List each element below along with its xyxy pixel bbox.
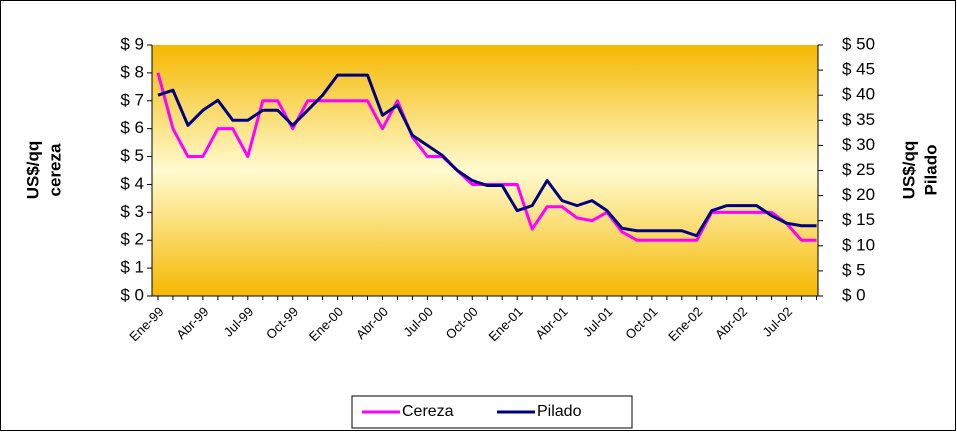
y-tick-label: $ 8 bbox=[120, 62, 144, 81]
legend-label: Pilado bbox=[537, 403, 582, 420]
y2-tick-label: $ 0 bbox=[842, 285, 866, 304]
y2-tick-label: $ 45 bbox=[842, 60, 875, 79]
y2-tick-label: $ 35 bbox=[842, 110, 875, 129]
y-axis-title: US$/qq bbox=[23, 141, 42, 200]
y-tick-label: $ 0 bbox=[120, 285, 144, 304]
y2-tick-label: $ 50 bbox=[842, 34, 875, 53]
y2-axis-title: Pilado bbox=[921, 144, 940, 195]
y-tick-label: $ 6 bbox=[120, 118, 144, 137]
y-tick-label: $ 7 bbox=[120, 90, 144, 109]
y2-tick-label: $ 25 bbox=[842, 160, 875, 179]
y-tick-label: $ 2 bbox=[120, 230, 144, 249]
y2-tick-label: $ 10 bbox=[842, 235, 875, 254]
line-series bbox=[157, 73, 817, 238]
y2-axis-title: US$/qq bbox=[899, 141, 918, 200]
y-tick-label: $ 1 bbox=[120, 258, 144, 277]
y2-tick-label: $ 30 bbox=[842, 135, 875, 154]
y-tick-label: $ 9 bbox=[120, 34, 144, 53]
y2-tick-label: $ 5 bbox=[842, 260, 866, 279]
y2-tick-label: $ 15 bbox=[842, 210, 875, 229]
legend-label: Cereza bbox=[402, 403, 454, 420]
y-tick-label: $ 3 bbox=[120, 202, 144, 221]
y-tick-label: $ 5 bbox=[120, 146, 144, 165]
y2-tick-label: $ 20 bbox=[842, 185, 875, 204]
y-tick-label: $ 4 bbox=[120, 174, 144, 193]
y2-tick-label: $ 40 bbox=[842, 85, 875, 104]
y-axis-title: cereza bbox=[45, 143, 64, 196]
plot-area bbox=[152, 45, 818, 296]
